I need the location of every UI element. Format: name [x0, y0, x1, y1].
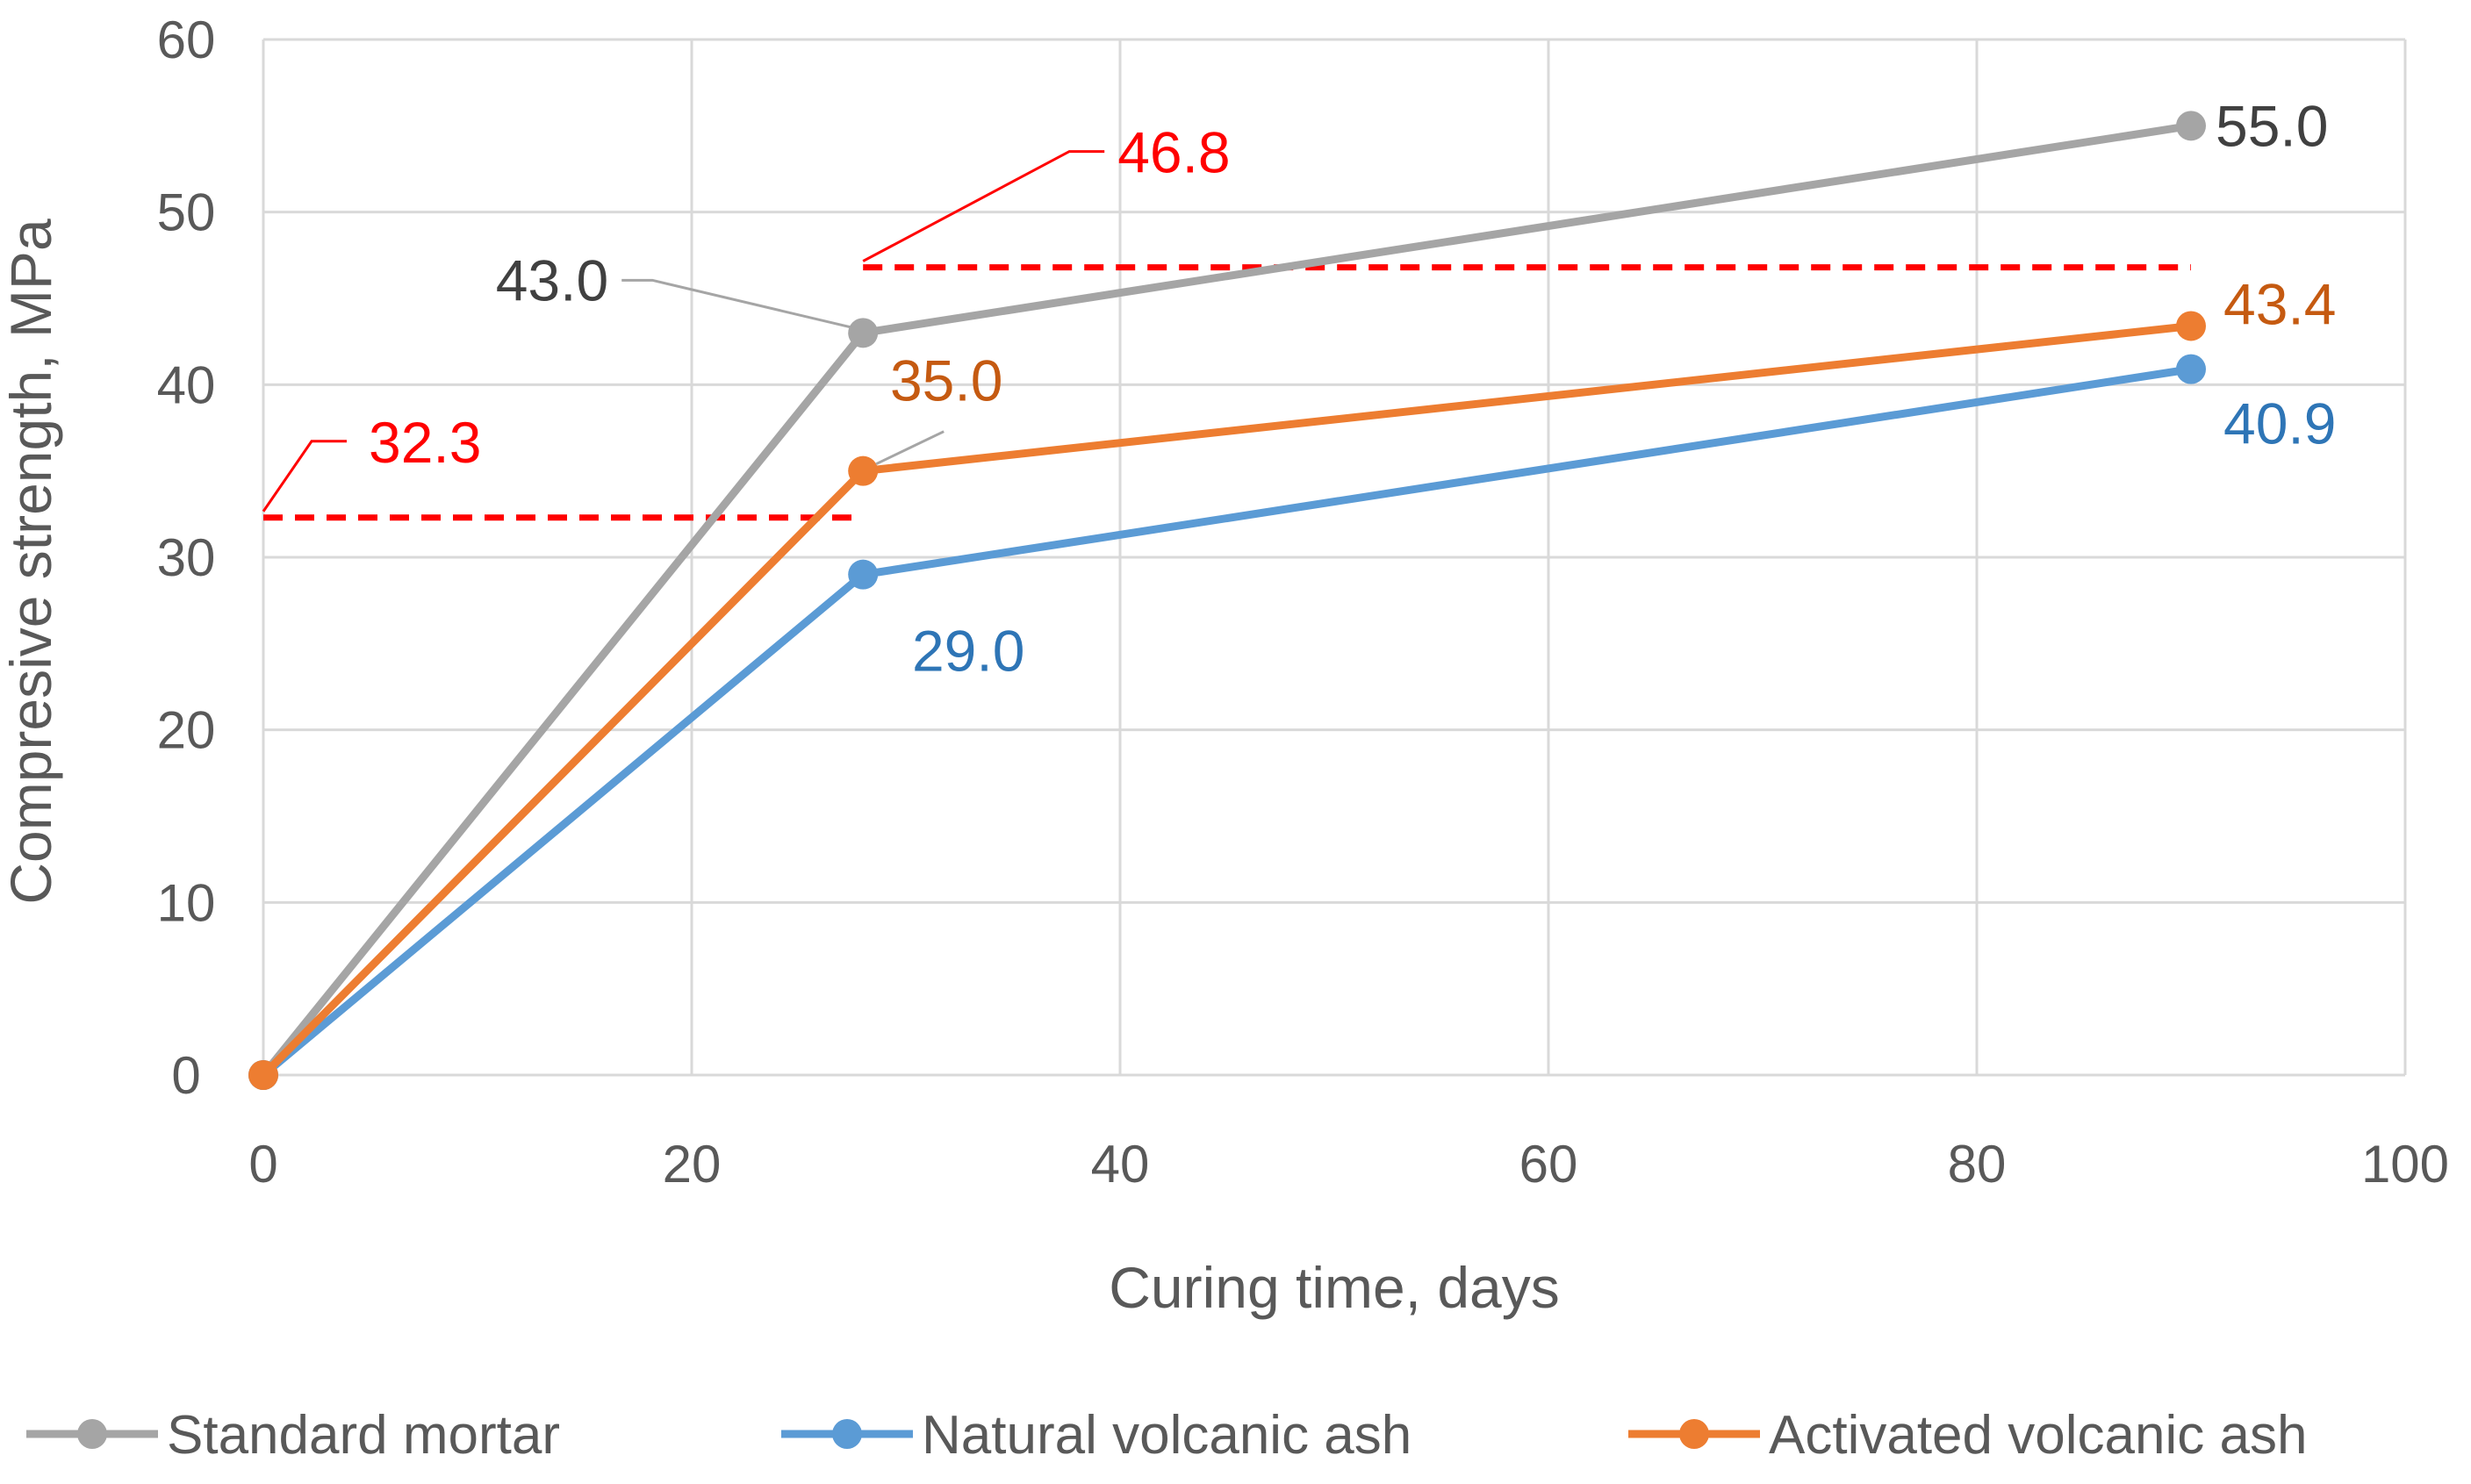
legend-label: Standard mortar: [167, 1405, 560, 1466]
legend-marker: [1679, 1419, 1709, 1449]
reference-lines: 32.3 46.8: [262, 120, 2191, 521]
data-point: [848, 559, 879, 590]
x-tick-label: 80: [1948, 1135, 2007, 1194]
x-tick-label: 0: [248, 1135, 277, 1194]
legend: Standard mortar Natural volcanic ash Activ…: [26, 1405, 2307, 1466]
y-axis-title: Compresive strength, MPa: [0, 219, 63, 905]
data-label-leader: [621, 278, 853, 329]
y-tick-label: 20: [157, 701, 216, 760]
data-point: [248, 1060, 278, 1090]
data-point: [848, 318, 879, 348]
data-label: 43.4: [2223, 271, 2336, 336]
x-axis-title: Curing time, days: [1109, 1255, 1560, 1320]
y-tick-label: 10: [157, 873, 216, 932]
x-tick-label: 40: [1091, 1135, 1150, 1194]
x-tick-label: 60: [1519, 1135, 1578, 1194]
reference-leader-line: [262, 440, 347, 513]
series-lines: [248, 111, 2206, 1090]
data-label: 29.0: [912, 619, 1024, 684]
y-tick-label: 40: [157, 355, 216, 414]
data-label-leader: [875, 430, 945, 466]
data-point: [2176, 354, 2206, 384]
grid: [262, 38, 2407, 1077]
legend-label: Natural volcanic ash: [922, 1405, 1411, 1466]
series-line: [260, 321, 2192, 1079]
data-point: [848, 455, 879, 486]
legend-marker: [832, 1419, 862, 1449]
data-label: 35.0: [890, 348, 1002, 413]
y-tick-label: 60: [157, 11, 216, 69]
data-point: [2176, 111, 2206, 141]
y-tick-label: 50: [157, 183, 216, 242]
data-label: 43.0: [496, 247, 608, 312]
x-tick-label: 100: [2361, 1135, 2449, 1194]
data-labels: 43.0 55.0 29.0 40.9 35.0 43.4: [496, 93, 2337, 683]
reference-label: 32.3: [369, 410, 481, 475]
data-label: 40.9: [2223, 391, 2336, 456]
reference-label: 46.8: [1117, 120, 1230, 185]
axis-ticks: 0 10 20 30 40 50 60 0 20 40 60 80 100: [157, 11, 2449, 1194]
legend-label: Activated volcanic ash: [1769, 1405, 2307, 1466]
reference-leader-line: [862, 150, 1105, 262]
data-label: 55.0: [2216, 93, 2328, 158]
data-point: [2176, 311, 2206, 341]
legend-marker: [77, 1419, 107, 1449]
y-tick-label: 30: [157, 528, 216, 587]
y-tick-label: 0: [171, 1046, 200, 1105]
x-tick-label: 20: [663, 1135, 722, 1194]
